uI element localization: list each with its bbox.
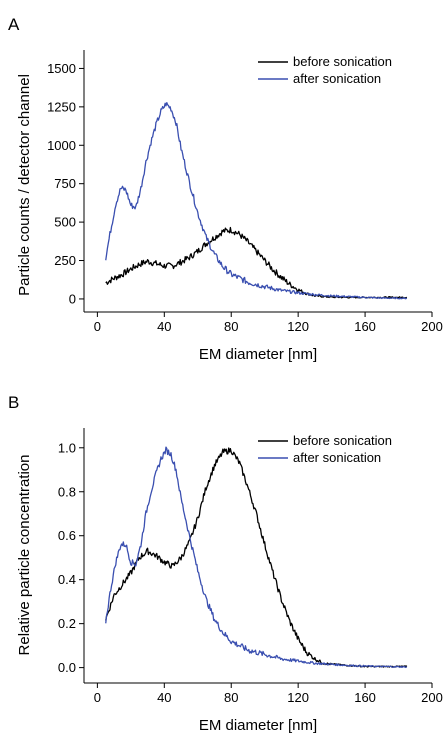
- plot-frame: [83, 50, 432, 313]
- legend: before sonication after sonication: [258, 54, 392, 86]
- x-axis-title: EM diameter [nm]: [199, 717, 317, 734]
- x-ticks: 0 40 80 120 160 200: [94, 683, 443, 705]
- panel-letter-a: A: [8, 15, 20, 34]
- x-tick-label: 0: [94, 690, 101, 705]
- legend: before sonication after sonication: [258, 433, 392, 465]
- x-tick-label: 120: [287, 690, 309, 705]
- panel-letter-b: B: [8, 393, 19, 412]
- y-tick-label: 1.0: [58, 440, 76, 455]
- x-tick-label: 80: [224, 690, 238, 705]
- y-tick-label: 1250: [47, 99, 76, 114]
- legend-label-before: before sonication: [293, 433, 392, 448]
- plot-frame: [83, 428, 432, 684]
- y-ticks: 0.0 0.2 0.4 0.6 0.8 1.0: [58, 440, 84, 675]
- y-axis-title: Relative particle concentration: [16, 455, 33, 656]
- y-tick-label: 1000: [47, 138, 76, 153]
- y-ticks: 0 250 500 750 1000 1250 1500: [47, 61, 84, 306]
- legend-label-after: after sonication: [293, 450, 381, 465]
- y-tick-label: 0.8: [58, 484, 76, 499]
- x-tick-label: 200: [421, 690, 443, 705]
- y-tick-label: 750: [54, 176, 76, 191]
- y-tick-label: 500: [54, 215, 76, 230]
- legend-label-after: after sonication: [293, 71, 381, 86]
- x-tick-label: 200: [421, 319, 443, 334]
- y-tick-label: 0.2: [58, 616, 76, 631]
- y-tick-label: 0.0: [58, 660, 76, 675]
- y-tick-label: 250: [54, 253, 76, 268]
- x-tick-label: 40: [157, 690, 171, 705]
- series-line-after-sonication: [105, 102, 408, 300]
- panel-b: B 0 40 80 120 160 200 0.0 0.2 0.4 0.6 0.8 1.0 befo…: [8, 393, 443, 734]
- x-tick-label: 40: [157, 319, 171, 334]
- legend-label-before: before sonication: [293, 54, 392, 69]
- y-tick-label: 0: [69, 291, 76, 306]
- y-tick-label: 1500: [47, 61, 76, 76]
- x-tick-label: 160: [354, 690, 376, 705]
- y-axis-title: Particle counts / detector channel: [16, 74, 33, 296]
- x-tick-label: 80: [224, 319, 238, 334]
- series-line-before-sonication: [105, 447, 408, 668]
- panel-a: A 0 40 80 120 160 200 0250500750100012501500 …: [8, 15, 443, 363]
- series-line-after-sonication: [105, 446, 408, 669]
- x-tick-label: 120: [287, 319, 309, 334]
- y-tick-label: 0.6: [58, 528, 76, 543]
- series-group: [105, 446, 408, 669]
- x-tick-label: 0: [94, 319, 101, 334]
- x-ticks: 0 40 80 120 160 200: [94, 312, 443, 334]
- x-axis-title: EM diameter [nm]: [199, 346, 317, 363]
- y-tick-label: 0.4: [58, 572, 76, 587]
- series-line-before-sonication: [105, 226, 408, 299]
- series-group: [105, 102, 408, 300]
- x-tick-label: 160: [354, 319, 376, 334]
